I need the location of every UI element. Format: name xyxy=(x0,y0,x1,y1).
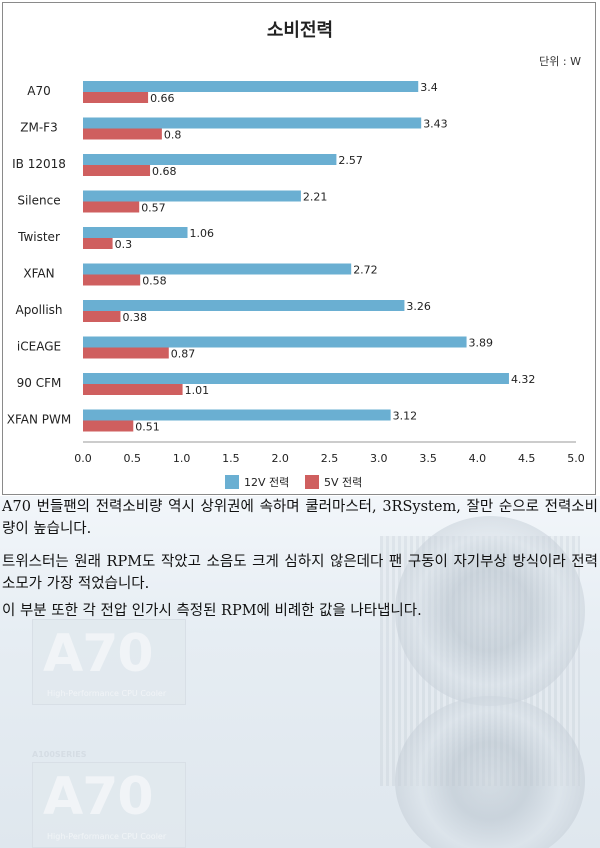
product-logo-top: A70 High-Performance CPU Cooler xyxy=(32,619,186,705)
legend-swatch xyxy=(305,475,319,489)
product-logo-bottom: A70 High-Performance CPU Cooler xyxy=(32,762,186,848)
category-label: Apollish xyxy=(15,303,62,317)
bar-5v xyxy=(83,384,183,395)
bar-12v xyxy=(83,409,391,421)
x-tick-label: 4.0 xyxy=(469,452,487,465)
fan-image-lower xyxy=(395,696,585,848)
value-label: 0.57 xyxy=(141,202,166,215)
bar-12v xyxy=(83,227,188,238)
value-label: 2.21 xyxy=(303,191,328,204)
paragraph-2: 트위스터는 원래 RPM도 작았고 소음도 크게 심하지 않은데다 팬 구동이 … xyxy=(2,554,598,592)
value-label: 0.51 xyxy=(135,421,160,434)
logo-tagline: High-Performance CPU Cooler xyxy=(47,689,167,698)
bar-5v xyxy=(83,311,121,322)
value-label: 0.38 xyxy=(122,311,147,324)
category-label: ZM-F3 xyxy=(20,121,57,135)
logo-series-text: A100SERIES xyxy=(32,750,87,759)
logo-tagline: High-Performance CPU Cooler xyxy=(47,832,167,841)
value-label: 2.72 xyxy=(353,264,378,277)
x-tick-label: 0.0 xyxy=(74,452,92,465)
category-label: 90 CFM xyxy=(17,376,62,390)
value-label: 3.89 xyxy=(469,337,494,350)
power-consumption-chart: 소비전력 단위 : W A70 ZM-F3 IB 12018 Silence Twist… xyxy=(7,20,585,489)
bar-5v xyxy=(83,128,162,140)
bars: 3.4 0.66 3.43 0.8 2.57 0.68 2.21 0.57 1.06 0.3 2.7… xyxy=(83,81,535,434)
bar-5v xyxy=(83,201,140,213)
value-label: 0.58 xyxy=(142,275,167,288)
logo-text: A70 xyxy=(43,767,154,827)
value-label: 3.43 xyxy=(423,118,448,131)
bar-12v xyxy=(83,336,467,348)
bar-5v xyxy=(83,274,141,286)
x-tick-label: 1.5 xyxy=(222,452,240,465)
legend: 12V 전력 5V 전력 xyxy=(225,475,362,489)
legend-label: 5V 전력 xyxy=(324,476,362,489)
value-label: 3.4 xyxy=(420,81,438,94)
bar-12v xyxy=(83,81,419,92)
logo-text: A70 xyxy=(43,624,154,684)
unit-label: 단위 : W xyxy=(539,55,581,68)
fan-image xyxy=(395,516,585,706)
paragraph-1: A70 번들팬의 전력소비량 역시 상위권에 속하며 쿨러마스터, 3RSyst… xyxy=(2,499,598,537)
value-label: 0.3 xyxy=(115,238,133,251)
value-label: 0.68 xyxy=(152,165,177,178)
bar-12v xyxy=(83,373,509,384)
x-tick-label: 3.0 xyxy=(370,452,388,465)
value-label: 0.87 xyxy=(171,348,196,361)
value-label: 3.12 xyxy=(393,410,418,423)
bar-12v xyxy=(83,154,337,165)
category-label: iCEAGE xyxy=(17,340,61,354)
value-label: 1.06 xyxy=(190,227,215,240)
value-label: 3.26 xyxy=(406,300,431,313)
x-tick-label: 0.5 xyxy=(124,452,142,465)
legend-swatch xyxy=(225,475,239,489)
x-tick-label: 1.0 xyxy=(173,452,191,465)
bar-12v xyxy=(83,300,405,311)
product-background: A70 High-Performance CPU Cooler A100SERI… xyxy=(0,496,600,848)
category-labels: A70 ZM-F3 IB 12018 Silence Twister XFAN Apolli… xyxy=(7,84,71,427)
legend-label: 12V 전력 xyxy=(244,476,289,489)
bar-5v xyxy=(83,92,149,103)
value-label: 4.32 xyxy=(511,373,536,386)
value-label: 0.8 xyxy=(164,129,182,142)
category-label: IB 12018 xyxy=(12,157,66,171)
category-label: A70 xyxy=(27,84,50,98)
category-label: XFAN xyxy=(23,267,54,281)
x-tick-label: 4.5 xyxy=(518,452,536,465)
x-tick-label: 5.0 xyxy=(567,452,585,465)
paragraph-3: 이 부분 또한 각 전압 인가시 측정된 RPM에 비례한 값을 나타냅니다. xyxy=(2,603,422,619)
bar-5v xyxy=(83,238,113,249)
category-label: Silence xyxy=(17,194,60,208)
value-label: 0.66 xyxy=(150,92,175,105)
bar-5v xyxy=(83,420,134,432)
category-label: XFAN PWM xyxy=(7,413,71,427)
bar-5v xyxy=(83,165,151,176)
x-axis: 0.0 0.5 1.0 1.5 2.0 2.5 3.0 3.5 4.0 4.5 5.0 xyxy=(74,441,585,465)
x-tick-label: 2.5 xyxy=(321,452,339,465)
x-tick-label: 2.0 xyxy=(271,452,289,465)
x-tick-label: 3.5 xyxy=(419,452,437,465)
bar-12v xyxy=(83,117,422,129)
chart-panel: 소비전력 단위 : W A70 ZM-F3 IB 12018 Silence Twist… xyxy=(2,2,596,495)
bar-5v xyxy=(83,347,169,359)
value-label: 2.57 xyxy=(338,154,363,167)
bar-12v xyxy=(83,190,301,202)
chart-title: 소비전력 xyxy=(267,20,333,41)
category-label: Twister xyxy=(17,230,60,244)
value-label: 1.01 xyxy=(185,384,210,397)
bar-12v xyxy=(83,263,352,275)
